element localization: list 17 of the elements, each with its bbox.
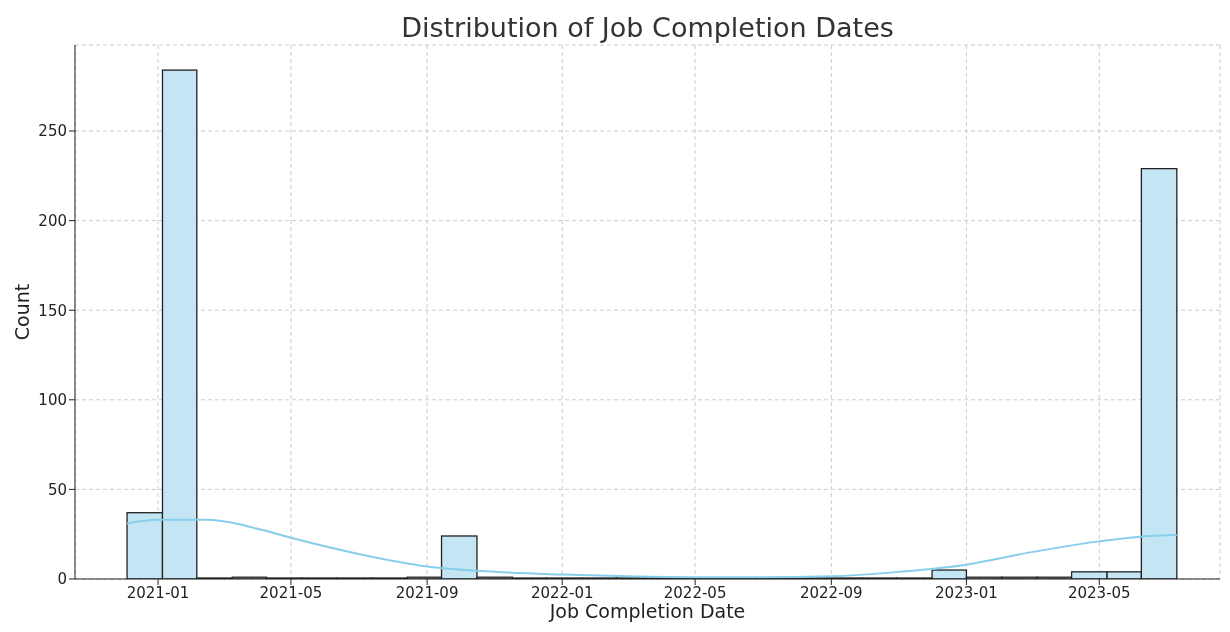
x-tick-label: 2021-05 [259, 583, 323, 602]
y-tick-label: 100 [38, 391, 67, 410]
x-tick-label: 2023-05 [1067, 583, 1131, 602]
x-axis-title: Job Completion Date [548, 600, 746, 622]
y-tick-label: 200 [38, 211, 67, 230]
x-tick-label: 2021-01 [126, 583, 190, 602]
x-tick-label: 2022-01 [530, 583, 594, 602]
x-tick-label: 2021-09 [395, 583, 459, 602]
y-tick-label: 0 [57, 570, 67, 589]
y-tick-label: 250 [38, 122, 67, 141]
y-tick-label: 50 [47, 480, 67, 499]
chart-title: Distribution of Job Completion Dates [400, 12, 895, 43]
y-tick-label: 150 [38, 301, 67, 320]
x-tick-label: 2022-05 [663, 583, 727, 602]
x-tick-label: 2022-09 [799, 583, 863, 602]
y-axis-title: Count [11, 283, 33, 341]
x-tick-label: 2023-01 [935, 583, 998, 602]
